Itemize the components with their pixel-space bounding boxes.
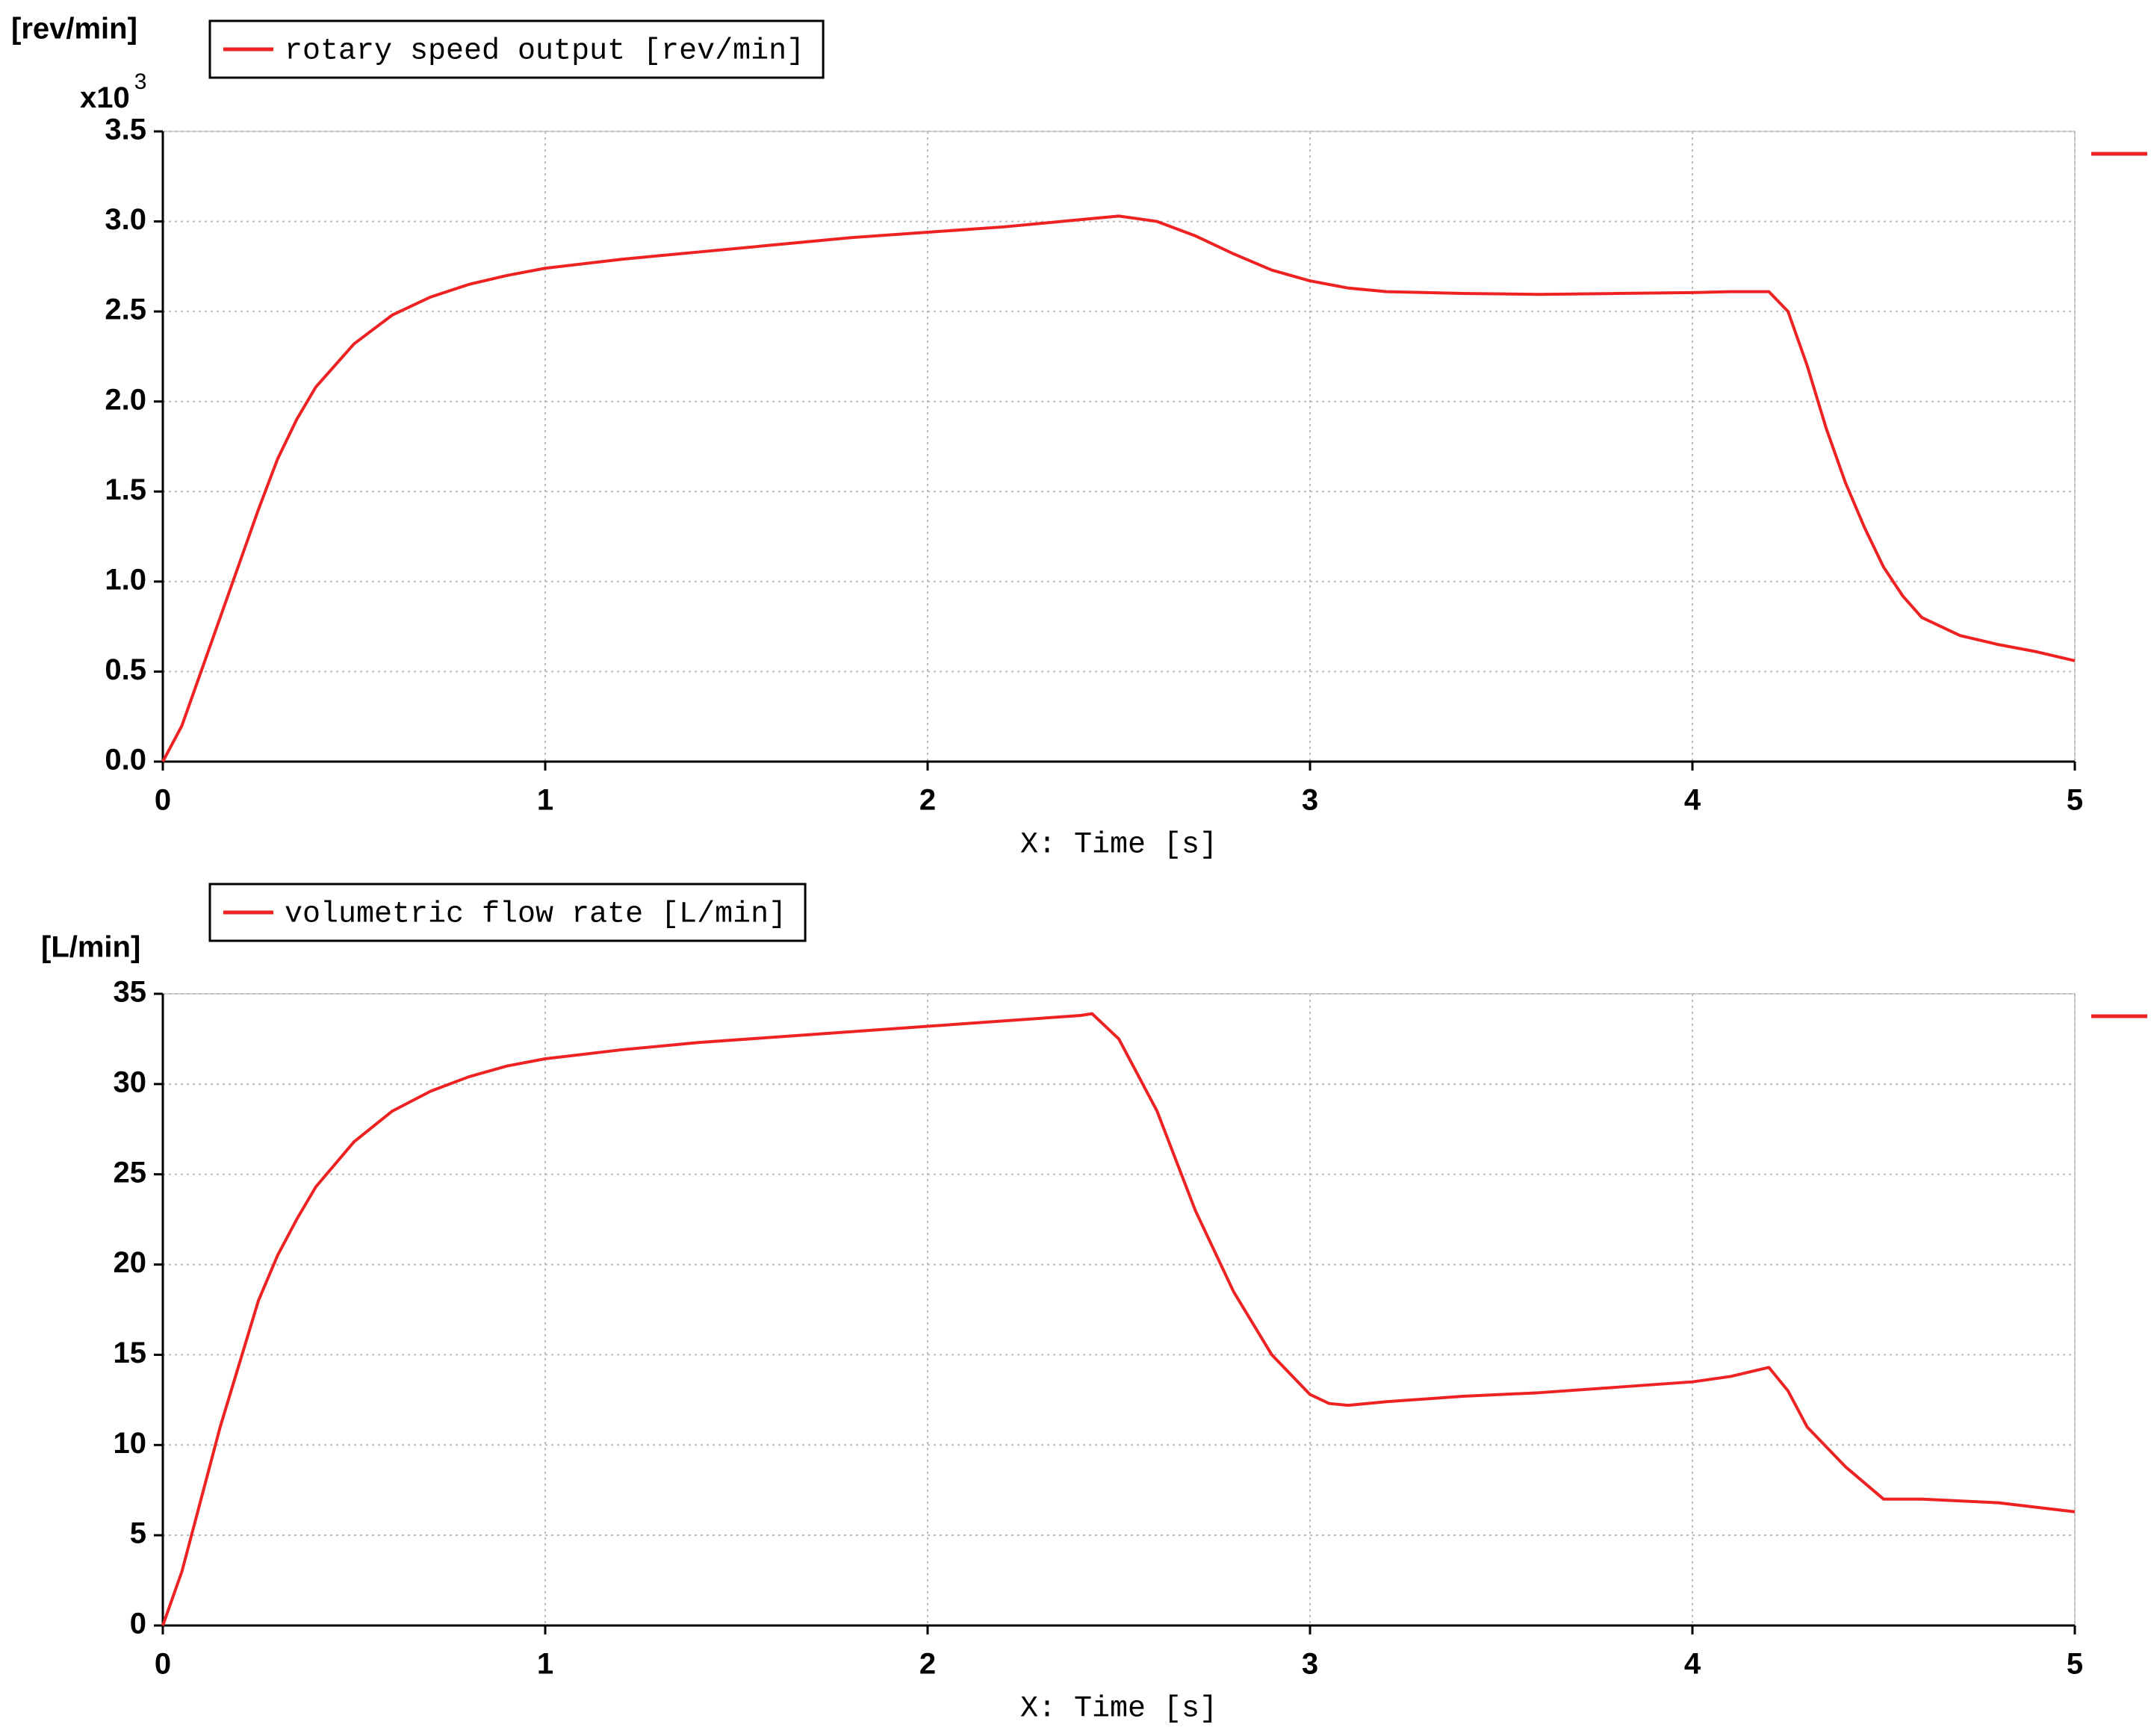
x-tick-label: 4 [1684, 784, 1701, 817]
x-tick-label: 1 [537, 784, 553, 817]
y-tick-label: 35 [114, 976, 147, 1009]
y-tick-label: 1.0 [105, 563, 146, 596]
y-tick-label: 30 [114, 1065, 147, 1098]
legend-label: rotary speed output [rev/min] [285, 35, 804, 69]
y-tick-label: 2.0 [105, 383, 146, 416]
y-multiplier-base: x10 [80, 81, 130, 114]
x-axis-label: X: Time [s] [1020, 1693, 1217, 1726]
legend-box [208, 883, 807, 942]
y-tick-label: 0.5 [105, 653, 146, 686]
legend-box [208, 19, 825, 79]
x-tick-label: 1 [537, 1648, 553, 1681]
y-tick-label: 25 [114, 1156, 147, 1189]
plot-area [162, 131, 2076, 762]
y-tick-label: 1.5 [105, 473, 146, 506]
legend-label: volumetric flow rate [L/min] [285, 898, 786, 932]
y-tick-label: 20 [114, 1246, 147, 1279]
data-line [161, 214, 2076, 762]
x-tick-label: 2 [919, 784, 936, 817]
y-tick-label: 3.0 [105, 203, 146, 236]
x-tick-label: 0 [155, 1648, 171, 1681]
y-tick-label: 2.5 [105, 293, 146, 326]
x-tick-label: 3 [1302, 1648, 1318, 1681]
y-tick-label: 0 [130, 1608, 146, 1640]
y-tick-label: 5 [130, 1517, 146, 1550]
y-multiplier-exponent: 3 [134, 69, 147, 94]
x-axis-label: X: Time [s] [1020, 829, 1217, 862]
y-tick-label: 15 [114, 1337, 147, 1369]
x-tick-label: 4 [1684, 1648, 1701, 1681]
y-unit-label: [rev/min] [11, 13, 137, 46]
y-tick-label: 10 [114, 1427, 147, 1460]
y-unit-label: [L/min] [41, 931, 140, 964]
x-tick-label: 2 [919, 1648, 936, 1681]
data-line [161, 1012, 2076, 1626]
x-tick-label: 0 [155, 784, 171, 817]
y-tick-label: 0.0 [105, 744, 146, 777]
x-tick-label: 3 [1302, 784, 1318, 817]
legend: rotary speed output [rev/min] [208, 19, 825, 79]
plot-area [162, 993, 2076, 1626]
x-tick-label: 5 [2067, 1648, 2083, 1681]
legend: volumetric flow rate [L/min] [208, 883, 807, 942]
y-multiplier: x10 3 [80, 69, 146, 114]
x-tick-label: 5 [2067, 784, 2083, 817]
y-tick-label: 3.5 [105, 113, 146, 146]
